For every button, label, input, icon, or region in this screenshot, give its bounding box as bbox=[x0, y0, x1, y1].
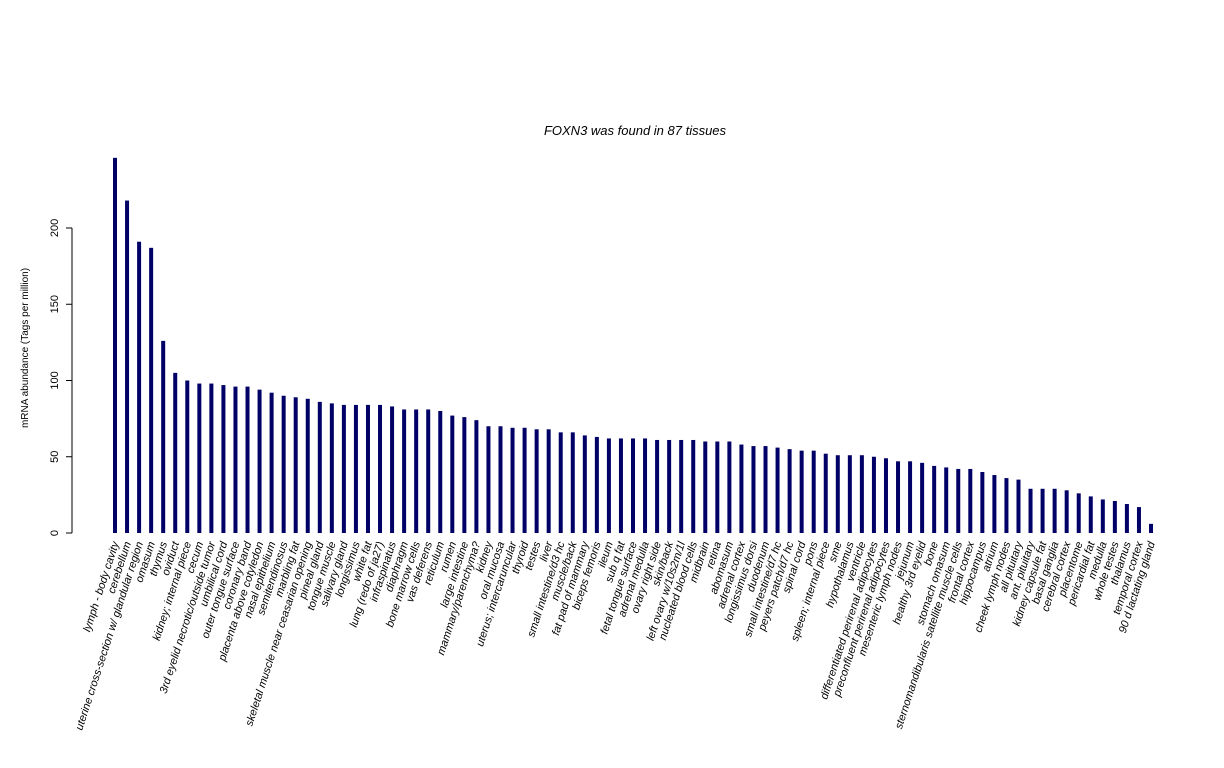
bar bbox=[883, 458, 888, 533]
bar bbox=[1040, 488, 1045, 533]
bar bbox=[667, 439, 672, 533]
bar bbox=[859, 455, 864, 533]
bar bbox=[739, 444, 744, 533]
bar bbox=[149, 247, 154, 533]
bar bbox=[703, 441, 708, 533]
bar bbox=[631, 438, 635, 533]
y-tick-label: 100 bbox=[49, 371, 61, 389]
bar bbox=[257, 389, 262, 533]
bar bbox=[269, 392, 274, 533]
bar bbox=[486, 426, 491, 533]
y-axis-label: mRNA abundance (Tags per million) bbox=[20, 268, 31, 428]
bar bbox=[185, 380, 190, 533]
bar bbox=[510, 427, 515, 533]
bar bbox=[1149, 523, 1153, 533]
bar bbox=[944, 467, 949, 533]
bar bbox=[896, 461, 901, 533]
bar bbox=[751, 446, 756, 533]
bar bbox=[920, 462, 925, 533]
bar bbox=[582, 435, 587, 533]
bar bbox=[932, 465, 937, 533]
bar bbox=[438, 411, 443, 533]
bar bbox=[643, 438, 648, 533]
bar bbox=[341, 404, 346, 533]
y-tick-label: 0 bbox=[49, 530, 61, 536]
bar bbox=[305, 398, 310, 533]
bar bbox=[1016, 479, 1021, 533]
bar bbox=[173, 372, 178, 533]
bar bbox=[1136, 507, 1141, 533]
bar bbox=[546, 429, 551, 533]
bar bbox=[402, 409, 407, 533]
bar bbox=[426, 409, 431, 533]
bar bbox=[353, 404, 358, 533]
bar bbox=[245, 386, 250, 533]
bar bbox=[775, 447, 780, 533]
bar bbox=[197, 383, 202, 533]
bar bbox=[679, 439, 684, 533]
bar bbox=[1004, 478, 1009, 533]
bar bbox=[606, 438, 611, 533]
bar bbox=[390, 406, 395, 533]
bar bbox=[221, 385, 226, 533]
bar bbox=[450, 415, 455, 533]
bar bbox=[871, 456, 876, 533]
bar bbox=[992, 475, 997, 533]
bar bbox=[474, 420, 479, 533]
bar bbox=[317, 401, 322, 533]
bar bbox=[125, 200, 130, 534]
bar bbox=[594, 436, 599, 533]
bar bbox=[293, 397, 298, 533]
bar bbox=[655, 439, 660, 533]
bar bbox=[378, 404, 383, 533]
bar bbox=[113, 157, 117, 533]
bar bbox=[137, 241, 142, 533]
bar bbox=[968, 468, 973, 533]
bar bbox=[799, 450, 804, 533]
bar bbox=[365, 404, 370, 533]
bar bbox=[787, 449, 792, 533]
bar bbox=[715, 441, 720, 533]
bar bbox=[1124, 504, 1129, 533]
bar bbox=[558, 432, 563, 533]
bar bbox=[1088, 496, 1093, 533]
bar bbox=[811, 450, 816, 533]
bar bbox=[209, 383, 214, 533]
y-tick-label: 50 bbox=[49, 451, 61, 463]
bar bbox=[908, 461, 913, 533]
chart-title: FOXN3 was found in 87 tissues bbox=[544, 123, 727, 138]
bar bbox=[835, 455, 840, 533]
bar bbox=[691, 439, 696, 533]
bar bbox=[161, 340, 166, 533]
bar bbox=[329, 403, 334, 533]
bar bbox=[522, 427, 527, 533]
bar bbox=[1076, 493, 1081, 533]
bar bbox=[1112, 500, 1117, 533]
bar bbox=[281, 395, 286, 533]
bar bbox=[534, 429, 539, 533]
bar bbox=[980, 472, 985, 533]
bar bbox=[414, 409, 419, 533]
bar bbox=[1028, 488, 1033, 533]
bar bbox=[570, 432, 575, 533]
bar bbox=[956, 468, 961, 533]
bar bbox=[233, 386, 238, 533]
bar bbox=[1052, 488, 1057, 533]
bar bbox=[1064, 490, 1069, 533]
bar bbox=[1100, 499, 1105, 533]
bar bbox=[763, 446, 768, 533]
bar bbox=[618, 438, 623, 533]
y-tick-label: 150 bbox=[49, 295, 61, 313]
bar bbox=[727, 441, 732, 533]
bar bbox=[498, 426, 503, 533]
bar bbox=[462, 417, 467, 533]
bar bbox=[847, 455, 852, 533]
y-tick-label: 200 bbox=[49, 219, 61, 237]
bar bbox=[823, 453, 828, 533]
